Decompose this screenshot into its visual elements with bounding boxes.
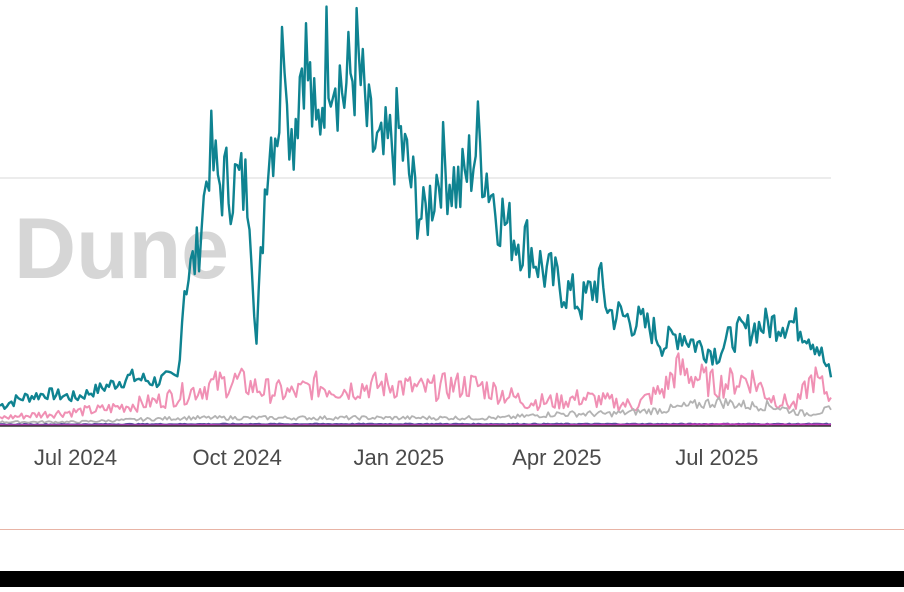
section-divider — [0, 529, 904, 530]
x-tick-label-0: Jul 2024 — [34, 445, 117, 470]
x-tick-label-3: Apr 2025 — [512, 445, 601, 470]
watermark-text: Dune — [14, 201, 229, 297]
x-tick-label-2: Jan 2025 — [354, 445, 445, 470]
x-tick-label-4: Jul 2025 — [675, 445, 758, 470]
x-axis-ticks: Jul 2024 Oct 2024 Jan 2025 Apr 2025 Jul 2025 — [34, 445, 758, 470]
x-tick-label-1: Oct 2024 — [193, 445, 282, 470]
bottom-bar — [0, 571, 904, 587]
series-line-1 — [0, 352, 832, 420]
series-line-0 — [0, 5, 833, 410]
series-line-2 — [0, 396, 832, 424]
